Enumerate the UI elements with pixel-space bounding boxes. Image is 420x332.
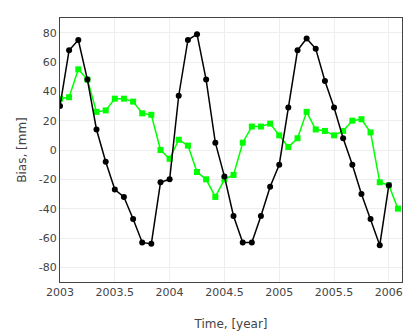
- svg-text:40: 40: [43, 85, 57, 98]
- svg-text:2003.5: 2003.5: [96, 286, 135, 299]
- svg-text:Bias, [mm]: Bias, [mm]: [15, 117, 29, 183]
- svg-text:2005.5: 2005.5: [315, 286, 354, 299]
- svg-text:2005: 2005: [265, 286, 293, 299]
- svg-text:-20: -20: [39, 173, 57, 186]
- svg-text:2004: 2004: [156, 286, 184, 299]
- svg-text:2003: 2003: [46, 286, 74, 299]
- svg-text:Time, [year]: Time, [year]: [193, 317, 267, 331]
- svg-text:60: 60: [43, 56, 57, 69]
- svg-text:-40: -40: [39, 203, 57, 216]
- svg-text:80: 80: [43, 27, 57, 40]
- svg-text:0: 0: [50, 144, 57, 157]
- svg-text:-60: -60: [39, 232, 57, 245]
- svg-text:-80: -80: [39, 261, 57, 274]
- svg-text:2004.5: 2004.5: [205, 286, 244, 299]
- svg-text:2006: 2006: [375, 286, 403, 299]
- svg-text:20: 20: [43, 115, 57, 128]
